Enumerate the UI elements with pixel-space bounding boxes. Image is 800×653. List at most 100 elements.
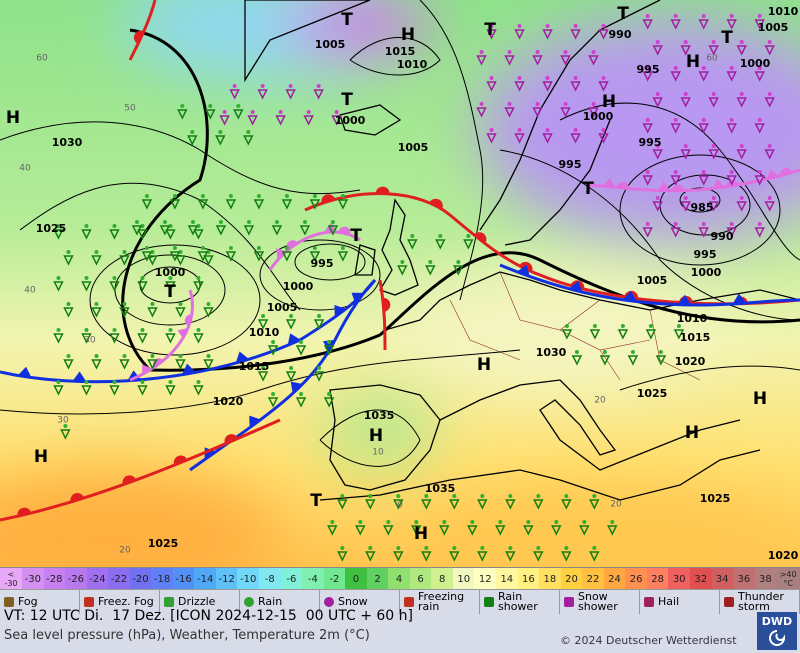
weather-symbols bbox=[53, 14, 775, 562]
rain-dot bbox=[610, 520, 615, 524]
snow-symbol bbox=[736, 201, 747, 212]
rain-dot bbox=[526, 520, 531, 524]
rain-symbol bbox=[81, 229, 92, 240]
rain-symbol bbox=[281, 199, 293, 210]
rain-symbol bbox=[175, 307, 186, 318]
legend-icon bbox=[724, 597, 734, 607]
rain-symbol bbox=[281, 251, 293, 262]
isobar-label: 1035 bbox=[425, 482, 456, 495]
rain-dot bbox=[340, 246, 345, 250]
rain-symbol bbox=[81, 333, 92, 344]
rain-dot bbox=[508, 546, 513, 550]
pressure-center: T bbox=[350, 226, 362, 246]
colorbar-cell: 8 bbox=[431, 568, 453, 590]
rain-symbol bbox=[175, 359, 186, 370]
snow-symbol bbox=[708, 201, 719, 212]
front-symbol bbox=[473, 232, 487, 244]
isobar-label: 1030 bbox=[536, 346, 567, 359]
colorbar-cell: 2 bbox=[366, 568, 389, 590]
snow-dot bbox=[701, 66, 706, 70]
rain-dot bbox=[246, 220, 251, 224]
colorbar-cell: 20 bbox=[560, 568, 583, 590]
rain-symbol bbox=[449, 499, 460, 510]
front-symbol bbox=[622, 290, 637, 302]
rain-dot bbox=[470, 520, 475, 524]
snow-symbol bbox=[642, 123, 653, 134]
warm-front-arc bbox=[224, 434, 238, 444]
rain-symbol bbox=[421, 499, 432, 510]
colorbar-cell: -6 bbox=[280, 568, 303, 590]
graticule-label: 60 bbox=[706, 54, 718, 64]
map-labels: 1005101510109901005101010009951000100599… bbox=[6, 4, 799, 562]
snow-dot bbox=[489, 24, 494, 28]
occluded-triangle bbox=[766, 168, 779, 180]
colorbar-cell: -4 bbox=[302, 568, 324, 590]
pressure-center: H bbox=[686, 52, 700, 72]
snow-dot bbox=[701, 118, 706, 122]
cold-front-triangle bbox=[249, 415, 261, 428]
rain-symbol bbox=[495, 525, 506, 536]
pressure-center: T bbox=[341, 90, 353, 110]
rain-dot bbox=[206, 354, 211, 358]
rain-symbol bbox=[147, 359, 158, 370]
rain-symbol bbox=[225, 199, 237, 210]
rain-symbol bbox=[299, 225, 311, 236]
rain-symbol bbox=[309, 199, 321, 210]
rain-symbol bbox=[561, 499, 572, 510]
occluded-triangle bbox=[657, 181, 670, 191]
rain-dot bbox=[178, 354, 183, 358]
front-symbol bbox=[602, 177, 629, 189]
legend-label: Drizzle bbox=[178, 595, 216, 608]
snow-dot bbox=[701, 222, 706, 226]
isobar-label: 1000 bbox=[691, 266, 722, 279]
rain-symbol bbox=[165, 385, 176, 396]
colorbar-cell: 18 bbox=[539, 568, 561, 590]
pressure-center: H bbox=[477, 355, 491, 375]
front-symbol bbox=[657, 181, 684, 191]
rain-dot bbox=[196, 328, 201, 332]
isobar-label: 1000 bbox=[740, 57, 771, 70]
snow-symbol bbox=[652, 97, 663, 108]
occluded-triangle bbox=[142, 364, 153, 376]
rain-symbol bbox=[81, 385, 92, 396]
pressure-center: H bbox=[401, 25, 415, 45]
snow-dot bbox=[573, 24, 578, 28]
snow-dot bbox=[645, 118, 650, 122]
rain-dot bbox=[400, 260, 405, 264]
pressure-center: H bbox=[685, 423, 699, 443]
colorbar-cell: 38 bbox=[754, 568, 777, 590]
rain-symbol bbox=[627, 355, 639, 366]
snow-symbol bbox=[514, 81, 525, 92]
rain-symbol bbox=[477, 499, 488, 510]
snow-dot bbox=[563, 102, 568, 106]
snow-dot bbox=[757, 14, 762, 18]
legend-icon bbox=[644, 597, 654, 607]
snow-dot bbox=[701, 14, 706, 18]
colorbar-low: < -30 bbox=[0, 568, 22, 590]
rain-symbol bbox=[109, 333, 120, 344]
cold-front-triangle bbox=[568, 280, 583, 293]
warm-front-arc bbox=[375, 186, 390, 194]
colorbar-cell: 26 bbox=[625, 568, 647, 590]
rain-symbol bbox=[327, 525, 338, 536]
rain-symbol bbox=[53, 229, 64, 240]
snow-dot bbox=[288, 84, 293, 88]
snow-dot bbox=[701, 170, 706, 174]
legend-label: Thunder storm bbox=[738, 590, 784, 613]
rain-dot bbox=[84, 224, 89, 228]
colorbar-cell: 36 bbox=[733, 568, 755, 590]
snow-symbol bbox=[698, 227, 709, 238]
rain-dot bbox=[620, 324, 625, 328]
isobar-label: 990 bbox=[609, 28, 632, 41]
front-symbol bbox=[766, 168, 792, 180]
rain-dot bbox=[261, 314, 266, 318]
rain-symbol bbox=[60, 429, 71, 440]
cold-front-triangle bbox=[732, 293, 747, 305]
rain-dot bbox=[456, 260, 461, 264]
isobar-label: 1025 bbox=[36, 222, 67, 235]
rain-dot bbox=[218, 130, 223, 134]
snow-dot bbox=[711, 92, 716, 96]
snow-symbol bbox=[476, 107, 487, 118]
isobar-label: 995 bbox=[694, 248, 717, 261]
isobar-label: 1005 bbox=[758, 21, 789, 34]
